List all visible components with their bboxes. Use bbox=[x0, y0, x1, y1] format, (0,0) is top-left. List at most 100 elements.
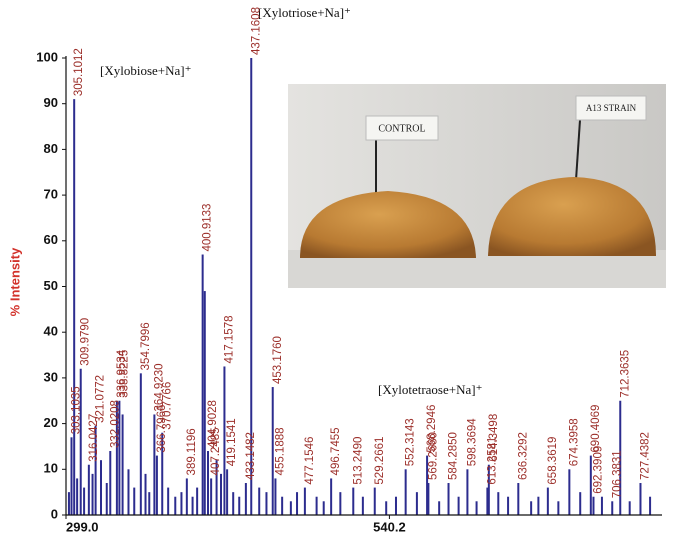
peak-label: 529.2661 bbox=[374, 437, 386, 485]
x-tick-label: 540.2 bbox=[373, 519, 406, 534]
peak bbox=[426, 455, 429, 515]
peak bbox=[94, 425, 97, 515]
peak bbox=[210, 478, 213, 515]
peak bbox=[174, 496, 177, 515]
peak bbox=[487, 464, 490, 515]
peak bbox=[238, 496, 241, 515]
peak bbox=[639, 483, 642, 515]
peak-label: 400.9133 bbox=[202, 204, 214, 252]
peak bbox=[148, 492, 151, 515]
peak-label: 584.2850 bbox=[448, 432, 460, 480]
y-tick-label: 50 bbox=[44, 278, 58, 293]
peak bbox=[201, 254, 204, 515]
peak-label: 706.3831 bbox=[611, 450, 623, 498]
peak bbox=[167, 487, 170, 515]
peak-label: 417.1578 bbox=[223, 316, 235, 364]
peak bbox=[438, 501, 441, 515]
peak bbox=[105, 483, 108, 515]
peak-label: 455.1888 bbox=[274, 427, 286, 475]
peak bbox=[203, 291, 206, 515]
peak bbox=[507, 496, 510, 515]
peak-label: 437.1608 bbox=[250, 7, 262, 55]
peak bbox=[579, 492, 582, 515]
peak bbox=[475, 501, 478, 515]
peak bbox=[373, 487, 376, 515]
peak bbox=[303, 487, 306, 515]
y-tick-label: 10 bbox=[44, 461, 58, 476]
peak bbox=[91, 473, 94, 515]
peak-label: 613.2581 bbox=[486, 437, 498, 485]
peak-label: 303.1035 bbox=[71, 386, 83, 434]
peak bbox=[115, 400, 118, 515]
peak bbox=[649, 496, 652, 515]
peak bbox=[79, 368, 82, 515]
peak bbox=[447, 483, 450, 515]
peak bbox=[557, 501, 560, 515]
y-tick-label: 60 bbox=[44, 232, 58, 247]
peak bbox=[99, 460, 102, 515]
peak bbox=[611, 501, 614, 515]
peak-label: 354.7996 bbox=[140, 322, 152, 370]
peak-label: 321.0772 bbox=[95, 375, 107, 423]
y-tick-label: 0 bbox=[51, 506, 58, 521]
peak bbox=[352, 487, 355, 515]
peak bbox=[296, 492, 299, 515]
peak bbox=[486, 487, 489, 515]
peak bbox=[121, 414, 124, 515]
peak-label: 316.0427 bbox=[88, 414, 100, 462]
peak bbox=[330, 478, 333, 515]
y-axis-label: % Intensity bbox=[7, 247, 22, 316]
peak-label: 552.3143 bbox=[405, 418, 417, 466]
peak bbox=[289, 501, 292, 515]
peak bbox=[191, 496, 194, 515]
peak-label: 636.3292 bbox=[517, 432, 529, 480]
peak bbox=[180, 492, 183, 515]
peak bbox=[619, 400, 622, 515]
peak-labels: 303.1035 305.1012 309.9790 316.0427321.0772… bbox=[71, 7, 652, 498]
peak-label: 477.1546 bbox=[304, 437, 316, 485]
peak bbox=[109, 451, 112, 515]
peak-label: 513.2490 bbox=[352, 437, 364, 485]
peak-label: 496.7455 bbox=[330, 427, 342, 475]
peak bbox=[153, 414, 156, 515]
peak bbox=[207, 451, 210, 515]
peak bbox=[144, 473, 147, 515]
peak bbox=[215, 460, 218, 515]
peak-label: 305.1012 bbox=[73, 48, 85, 96]
peak bbox=[258, 487, 261, 515]
flag-label: A13 STRAIN bbox=[586, 103, 637, 113]
y-tick-label: 70 bbox=[44, 187, 58, 202]
peak-label: 366.7966 bbox=[156, 405, 168, 453]
y-tick-label: 30 bbox=[44, 369, 58, 384]
peak-label: 407.2485 bbox=[210, 427, 222, 475]
peak bbox=[322, 501, 325, 515]
peak-label: 404.9028 bbox=[207, 400, 219, 448]
peak bbox=[73, 99, 76, 515]
peak bbox=[250, 58, 253, 515]
peak bbox=[339, 492, 342, 515]
peak bbox=[497, 492, 500, 515]
peak bbox=[394, 496, 397, 515]
peak bbox=[517, 483, 520, 515]
peak bbox=[427, 483, 430, 515]
peak bbox=[161, 432, 164, 515]
y-tick-label: 40 bbox=[44, 324, 58, 339]
peak bbox=[118, 400, 121, 515]
peak bbox=[265, 492, 268, 515]
peak bbox=[223, 366, 226, 515]
annotation: [Xylotetraose+Na]⁺ bbox=[378, 382, 482, 397]
peak bbox=[87, 464, 90, 515]
peak-label: 336.9534 bbox=[116, 349, 128, 398]
peak bbox=[530, 501, 533, 515]
peak bbox=[628, 501, 631, 515]
peak-label: 389.1196 bbox=[186, 428, 198, 475]
peak bbox=[76, 478, 79, 515]
peak bbox=[185, 478, 188, 515]
peak-label: 309.9790 bbox=[80, 318, 92, 366]
peak bbox=[220, 473, 223, 515]
peak-label: 614.3498 bbox=[488, 414, 500, 462]
peak-label: 712.3635 bbox=[619, 350, 631, 398]
peak bbox=[274, 478, 277, 515]
peak-label: 598.3694 bbox=[466, 418, 478, 467]
